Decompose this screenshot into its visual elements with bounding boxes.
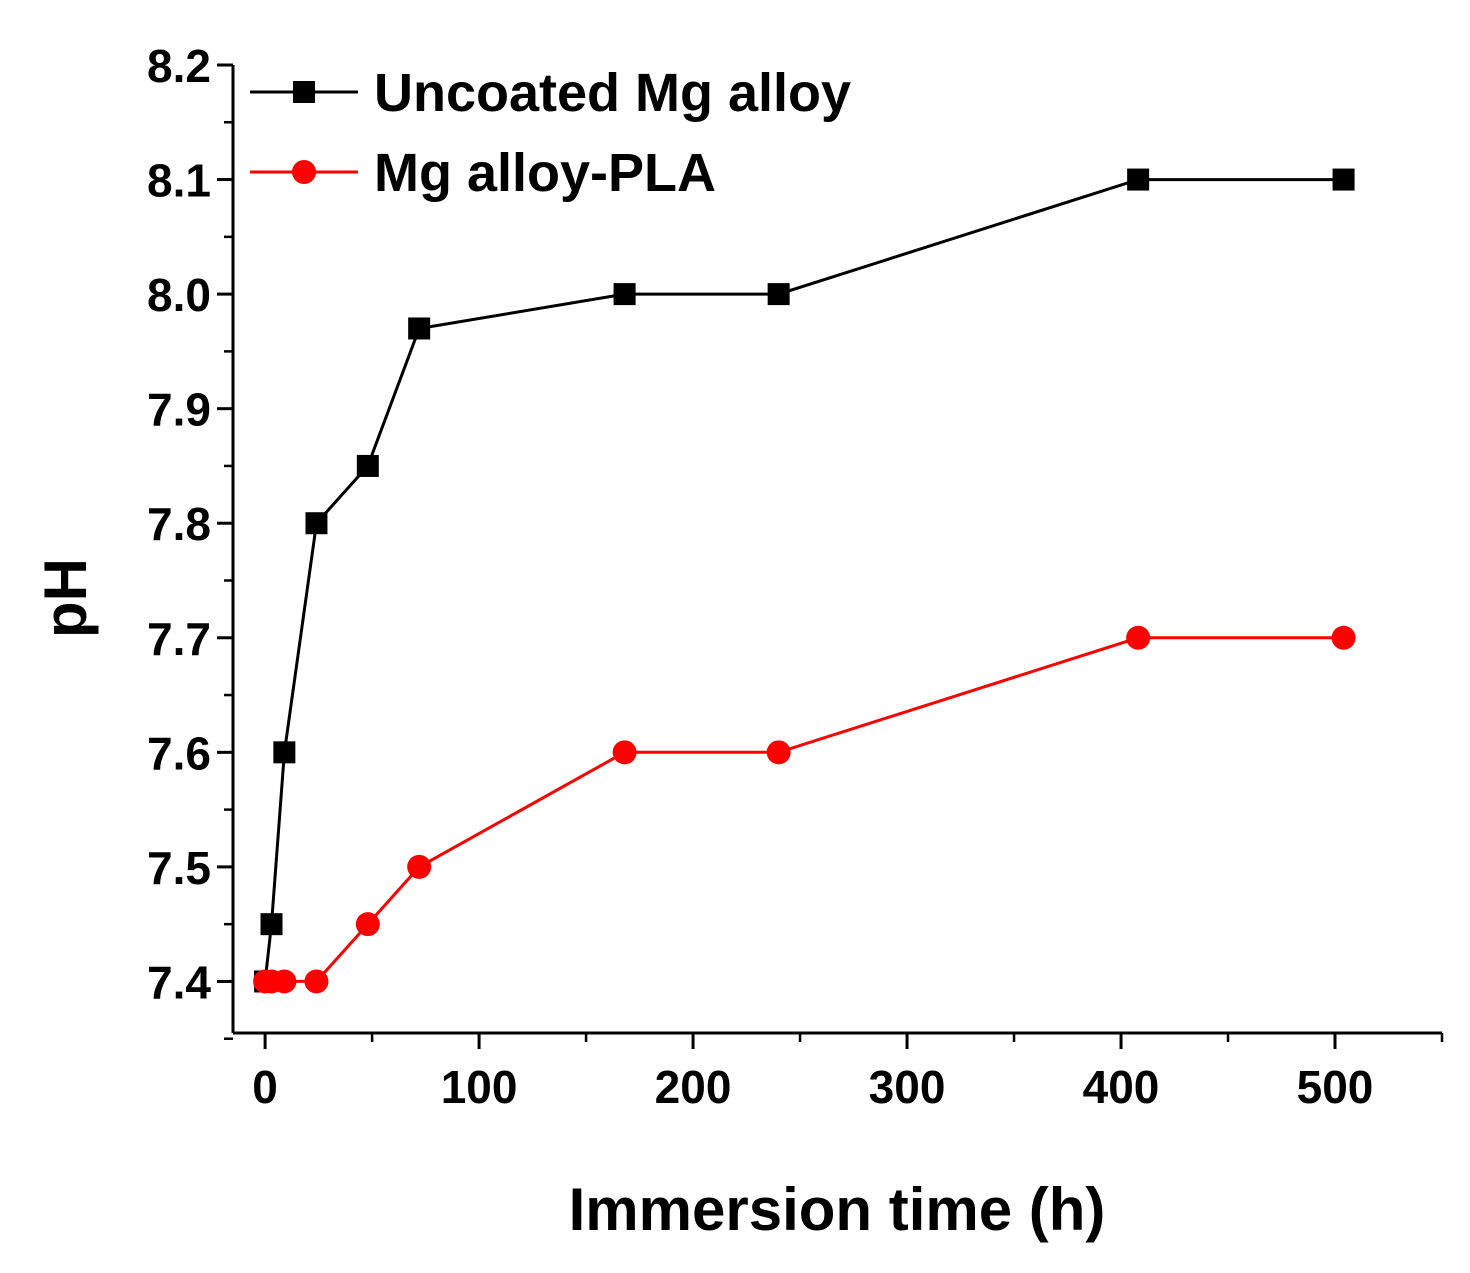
- data-point-square: [408, 317, 431, 340]
- data-point-circle: [1331, 625, 1356, 650]
- x-tick-label: 300: [869, 1061, 946, 1113]
- data-point-square: [1127, 168, 1150, 191]
- legend-marker-square: [293, 81, 315, 103]
- data-point-square: [1332, 168, 1355, 191]
- series-line-2: [265, 636, 1344, 983]
- data-point-circle: [407, 854, 432, 879]
- data-point-square: [273, 741, 296, 764]
- x-tick-label: 100: [441, 1061, 518, 1113]
- y-tick-label: 7.8: [147, 498, 211, 550]
- x-tick-label: 0: [252, 1061, 278, 1113]
- y-tick-label: 8.1: [147, 155, 211, 207]
- data-point-circle: [355, 912, 380, 937]
- y-axis-title: pH: [32, 558, 99, 638]
- data-point-circle: [272, 969, 297, 994]
- y-tick-label: 7.9: [147, 384, 211, 436]
- data-point-circle: [1126, 625, 1151, 650]
- ticks: 7.4 7.5 7.6 7.7 7.8 7.9 8.0 8.1 8.2 0 100 200 300 400…: [147, 40, 1444, 1113]
- series-line-1: [263, 178, 1344, 982]
- series-group: [253, 168, 1356, 994]
- data-point-square: [305, 512, 328, 535]
- y-tick-label: 8.2: [147, 40, 211, 92]
- y-tick-label: 8.0: [147, 269, 211, 321]
- x-tick-label: 400: [1083, 1061, 1160, 1113]
- axes: [231, 65, 1442, 1035]
- x-tick-label: 200: [655, 1061, 732, 1113]
- legend: Uncoated Mg alloy Mg alloy-PLA: [250, 63, 851, 203]
- legend-label: Uncoated Mg alloy: [374, 63, 851, 123]
- legend-marker-circle: [292, 160, 316, 184]
- x-tick-label: 500: [1297, 1061, 1374, 1113]
- data-point-square: [613, 283, 636, 306]
- data-point-circle: [304, 969, 329, 994]
- data-point-circle: [612, 740, 637, 765]
- data-point-circle: [766, 740, 791, 765]
- y-tick-label: 7.5: [147, 842, 211, 894]
- x-axis-title: Immersion time (h): [569, 1176, 1106, 1243]
- data-point-square: [356, 454, 379, 477]
- y-tick-label: 7.4: [147, 956, 211, 1008]
- data-point-square: [260, 913, 283, 936]
- legend-label: Mg alloy-PLA: [374, 143, 716, 203]
- y-tick-label: 7.7: [147, 613, 211, 665]
- data-point-square: [767, 283, 790, 306]
- y-tick-label: 7.6: [147, 727, 211, 779]
